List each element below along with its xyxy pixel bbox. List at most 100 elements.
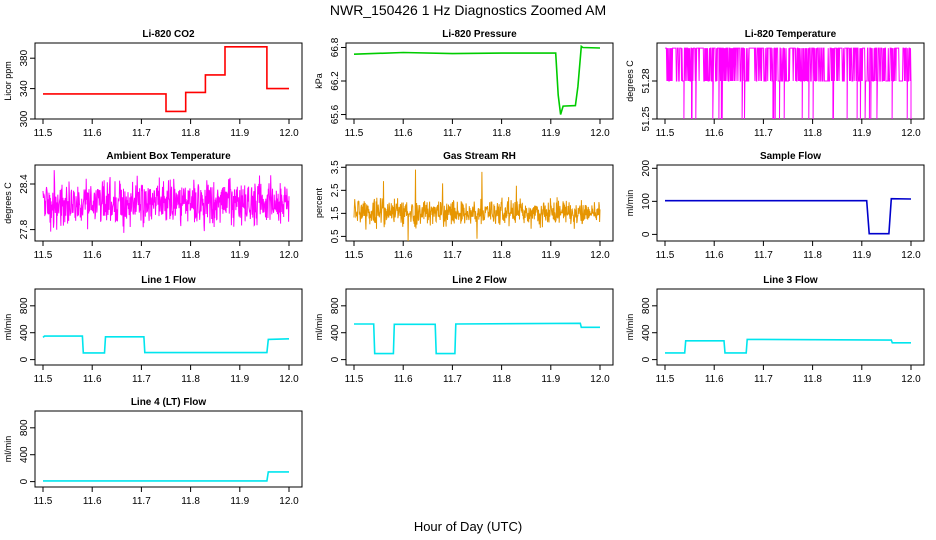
series-line [43, 46, 289, 113]
series-line [43, 471, 289, 482]
x-tick-label: 11.7 [754, 250, 773, 261]
chart-panel: Li-820 CO2 11.5 11.6 11.7 11.8 11.9 12.0 300 340… [3, 29, 303, 139]
x-tick-label: 11.8 [181, 250, 200, 261]
chart-panel: Sample Flow 11.5 11.6 11.7 11.8 11.9 12.0 0 100 2… [625, 151, 925, 261]
x-tick-label: 11.6 [394, 250, 413, 261]
panel-title: Li-820 Pressure [442, 29, 517, 40]
panel-title: Line 3 Flow [763, 275, 818, 286]
series-line [42, 170, 290, 233]
x-tick-label: 11.5 [656, 250, 675, 261]
y-tick-label: 100 [641, 193, 652, 210]
x-tick-label: 11.5 [345, 250, 364, 261]
x-tick-label: 11.6 [394, 128, 413, 139]
plot-frame [345, 288, 614, 366]
x-tick-label: 11.8 [803, 128, 822, 139]
chart-panel: Line 3 Flow 11.5 11.6 11.7 11.8 11.9 12.0 0 400 8… [625, 275, 925, 385]
y-tick-label: 1.5 [330, 206, 341, 220]
x-tick-label: 12.0 [590, 250, 610, 261]
y-tick-label: 65.6 [330, 104, 341, 124]
x-tick-label: 11.9 [230, 250, 249, 261]
y-axis-label: ml/min [3, 436, 13, 463]
panel-title: Line 4 (LT) Flow [131, 397, 207, 408]
x-tick-label: 11.9 [230, 496, 249, 507]
x-tick-label: 11.8 [492, 250, 511, 261]
x-tick-label: 11.6 [705, 250, 724, 261]
y-tick-label: 380 [19, 49, 30, 66]
y-tick-label: 51.28 [641, 68, 652, 93]
chart-panel: Li-820 Temperature 11.5 11.6 11.7 11.8 11.9 12… [625, 29, 925, 139]
y-tick-label: 0 [641, 231, 652, 237]
chart-panel: Li-820 Pressure 11.5 11.6 11.7 11.8 11.9 12.0 6… [314, 29, 614, 139]
x-tick-label: 11.6 [83, 496, 102, 507]
figure-title: NWR_150426 1 Hz Diagnostics Zoomed AM [330, 2, 606, 18]
x-tick-label: 11.5 [656, 128, 675, 139]
x-tick-label: 11.9 [230, 374, 249, 385]
x-tick-label: 11.7 [132, 496, 151, 507]
x-tick-label: 11.7 [132, 128, 151, 139]
y-tick-label: 400 [19, 446, 30, 463]
plot-frame [656, 164, 925, 242]
x-tick-label: 12.0 [279, 250, 299, 261]
series-line [353, 44, 601, 115]
chart-panel: Line 2 Flow 11.5 11.6 11.7 11.8 11.9 12.0 0 400 8… [314, 275, 614, 385]
y-tick-label: 0 [19, 356, 30, 362]
plot-frame [656, 288, 925, 366]
x-tick-label: 11.8 [492, 128, 511, 139]
x-tick-label: 11.7 [132, 374, 151, 385]
panel-title: Gas Stream RH [443, 151, 516, 162]
y-axis-label: degrees C [3, 182, 13, 224]
y-tick-label: 0 [641, 356, 652, 362]
x-tick-label: 11.6 [705, 374, 724, 385]
y-tick-label: 340 [19, 80, 30, 97]
x-tick-label: 11.5 [34, 250, 53, 261]
panel-title: Li-820 CO2 [142, 29, 195, 40]
x-tick-label: 12.0 [590, 128, 610, 139]
chart-panel: Line 1 Flow 11.5 11.6 11.7 11.8 11.9 12.0 0 400 8… [3, 275, 303, 385]
x-tick-label: 11.5 [345, 374, 364, 385]
y-tick-label: 0.5 [330, 229, 341, 243]
x-tick-label: 11.9 [541, 374, 560, 385]
x-tick-label: 11.6 [705, 128, 724, 139]
x-tick-label: 11.8 [181, 128, 200, 139]
series-line [354, 322, 600, 355]
y-tick-label: 0 [330, 356, 341, 362]
y-tick-label: 400 [641, 324, 652, 341]
series-line [353, 169, 601, 242]
x-tick-label: 11.9 [852, 250, 871, 261]
x-tick-label: 11.7 [443, 128, 462, 139]
y-tick-label: 0 [19, 478, 30, 484]
x-tick-label: 11.5 [34, 496, 53, 507]
y-tick-label: 800 [330, 297, 341, 314]
x-tick-label: 12.0 [279, 374, 299, 385]
x-tick-label: 11.8 [181, 496, 200, 507]
plot-frame [34, 164, 303, 242]
x-tick-label: 11.9 [230, 128, 249, 139]
plot-frame [34, 42, 303, 120]
y-axis-label: Licor ppm [3, 61, 13, 101]
x-tick-label: 12.0 [901, 374, 921, 385]
x-tick-label: 11.9 [852, 128, 871, 139]
y-axis-label: ml/min [625, 314, 635, 341]
x-tick-label: 11.7 [754, 128, 773, 139]
y-axis-label: ml/min [625, 190, 635, 217]
y-tick-label: 2.5 [330, 183, 341, 197]
y-tick-label: 27.8 [19, 219, 30, 239]
x-tick-label: 11.5 [34, 128, 53, 139]
x-tick-label: 11.6 [83, 374, 102, 385]
panel-title: Line 2 Flow [452, 275, 507, 286]
series-line [42, 335, 290, 354]
y-tick-label: 51.25 [641, 106, 652, 131]
x-tick-label: 11.6 [394, 374, 413, 385]
x-tick-label: 12.0 [901, 128, 921, 139]
plot-frame [34, 410, 303, 488]
panel-title: Ambient Box Temperature [106, 151, 231, 162]
panel-title: Line 1 Flow [141, 275, 196, 286]
y-axis-label: percent [314, 187, 324, 218]
x-tick-label: 11.6 [83, 128, 102, 139]
panels-grid: Li-820 CO2 11.5 11.6 11.7 11.8 11.9 12.0 300 340… [3, 29, 925, 507]
plot-frame [345, 164, 614, 242]
chart-panel: Gas Stream RH 11.5 11.6 11.7 11.8 11.9 12.0 0.5… [314, 151, 614, 261]
series-line [665, 338, 911, 354]
y-tick-label: 200 [641, 160, 652, 177]
